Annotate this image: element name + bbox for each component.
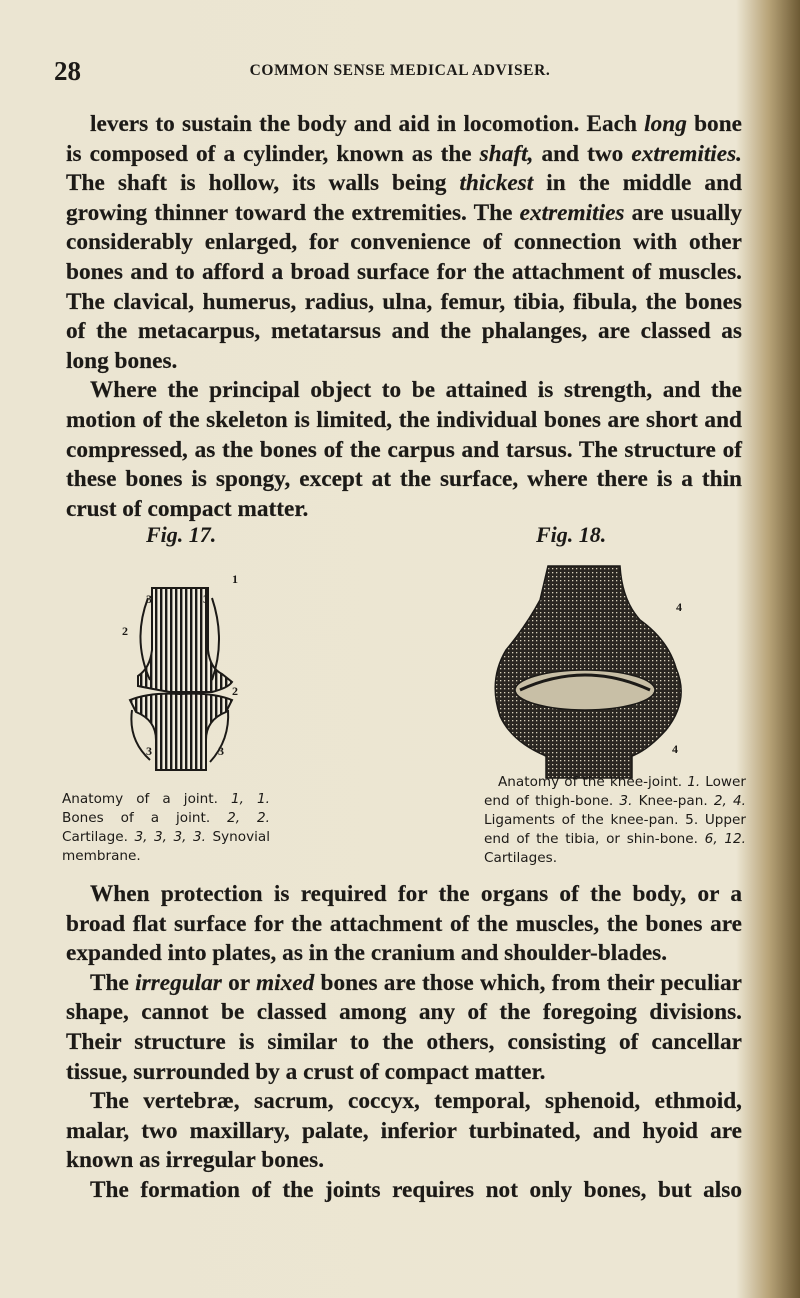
- emphasis: irregular: [135, 969, 222, 996]
- figure-caption: Anatomy of a joint. 1, 1. Bones of a joi…: [62, 790, 270, 866]
- figure-title: Fig. 18.: [536, 522, 607, 547]
- text-run: The formation of the joints requires not…: [90, 1176, 742, 1203]
- text-run: levers to sustain the body and aid in lo…: [90, 111, 645, 137]
- text-after: When protection is required for the orga…: [66, 880, 742, 1206]
- text-run: or: [221, 969, 257, 996]
- figure-label: 4: [672, 742, 678, 756]
- emphasis: 3.: [619, 793, 633, 809]
- emphasis: 2, 2.: [227, 810, 271, 826]
- text-run: Lower end of thigh-bone.: [484, 774, 746, 809]
- text-run: in the middle and growing thinner toward…: [66, 170, 742, 226]
- text-run: Knee-pan.: [632, 793, 714, 809]
- emphasis: 1, 1.: [230, 791, 270, 807]
- figure-label: 2: [232, 684, 238, 698]
- emphasis: 6, 12.: [704, 831, 746, 847]
- figure-label: 3: [146, 744, 152, 758]
- paragraph: levers to sustain the body and aid in lo…: [66, 110, 742, 376]
- text-run: Cartilage.: [62, 829, 135, 845]
- emphasis: 2, 4.: [713, 793, 746, 809]
- emphasis: long: [644, 111, 687, 137]
- text-run: Bones of a joint.: [62, 810, 228, 826]
- figure-label: 3: [218, 744, 224, 758]
- paragraph: The formation of the joints requires not…: [66, 1176, 742, 1206]
- text-run: are usually considerably enlarged, for c…: [66, 199, 743, 374]
- text-run: bone is composed of a cylinder, known as…: [66, 111, 742, 167]
- running-title: COMMON SENSE MEDICAL ADVISER.: [249, 62, 551, 79]
- page-number: 28: [54, 56, 81, 86]
- figure-caption: Anatomy of the knee-joint. 1. Lower end …: [484, 773, 746, 868]
- emphasis: extremities: [519, 199, 625, 226]
- emphasis: 3, 3, 3, 3.: [134, 829, 206, 845]
- text-run: bones are those which, from their peculi…: [66, 969, 742, 1085]
- figure-17-drawing: [128, 587, 234, 771]
- text-run: The shaft is hollow, its walls being: [66, 170, 460, 197]
- emphasis: thickest: [459, 170, 534, 197]
- figure-label: 2: [122, 624, 128, 638]
- text-run: Anatomy of a joint.: [62, 791, 231, 807]
- paragraph: When protection is required for the orga…: [66, 880, 742, 969]
- text-run: and two: [533, 140, 632, 167]
- emphasis: 1.: [687, 774, 701, 790]
- figure-label: 3: [146, 592, 152, 606]
- text-run: When protection is required for the orga…: [66, 881, 742, 967]
- paragraph: The irregular or mixed bones are those w…: [66, 969, 742, 1087]
- paragraph: Where the principal object to be attaine…: [66, 376, 742, 524]
- figure-title: Fig. 17.: [146, 522, 217, 547]
- figure-label: 1: [232, 572, 238, 586]
- text-run: Anatomy of the knee-joint.: [498, 774, 688, 790]
- figure-18-drawing: [494, 565, 682, 779]
- text-run: Ligaments of the knee-pan. 5. Upper end …: [484, 812, 746, 847]
- text-run: The vertebræ, sacrum, coccyx, temporal, …: [66, 1088, 742, 1174]
- figure-label: 4: [676, 600, 682, 614]
- text-run: Synovial membrane.: [62, 829, 270, 864]
- figure-label: 3: [203, 592, 209, 606]
- text-before: levers to sustain the body and aid in lo…: [66, 110, 742, 524]
- paragraph: The vertebræ, sacrum, coccyx, temporal, …: [66, 1087, 742, 1176]
- text-run: The: [90, 969, 136, 996]
- text-run: Cartilages.: [484, 850, 558, 866]
- text-run: Where the principal object to be attaine…: [66, 377, 742, 522]
- emphasis: extremities.: [631, 140, 742, 167]
- emphasis: shaft,: [479, 140, 534, 167]
- emphasis: mixed: [256, 969, 315, 996]
